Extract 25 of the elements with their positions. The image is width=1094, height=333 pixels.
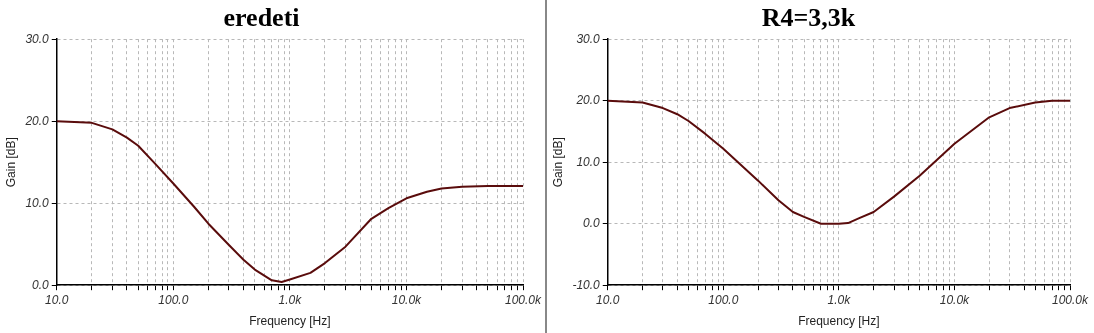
x-tick-label: 10.0k <box>939 292 971 307</box>
y-axis-title: Gain [dB] <box>550 137 565 188</box>
x-tick-label: 100.0 <box>158 292 189 307</box>
y-tick-label: 20.0 <box>575 93 601 108</box>
y-tick-label: -10.0 <box>572 277 601 292</box>
x-tick-label: 100.0k <box>1051 292 1090 307</box>
x-tick-label: 100.0 <box>708 292 739 307</box>
x-axis-title: Frequency [Hz] <box>249 314 331 329</box>
x-axis-title: Frequency [Hz] <box>798 314 880 329</box>
chart-title: eredeti <box>223 3 300 33</box>
y-tick-label: 0.0 <box>32 277 50 292</box>
x-tick-label: 1.0k <box>278 292 303 307</box>
chart-title: R4=3,3k <box>761 3 856 33</box>
y-tick-label: 30.0 <box>25 31 50 46</box>
x-tick-label: 100.0k <box>504 292 543 307</box>
y-tick-label: 10.0 <box>25 195 50 210</box>
y-tick-label: 30.0 <box>576 31 601 46</box>
x-tick-label: 10.0 <box>596 292 620 307</box>
x-tick-label: 10.0k <box>391 292 423 307</box>
y-tick-label: 20.0 <box>24 113 50 128</box>
x-tick-label: 1.0k <box>827 292 852 307</box>
y-tick-label: 0.0 <box>583 216 601 231</box>
y-axis-title: Gain [dB] <box>3 137 18 188</box>
x-tick-label: 10.0 <box>45 292 69 307</box>
y-tick-label: 10.0 <box>576 154 601 169</box>
